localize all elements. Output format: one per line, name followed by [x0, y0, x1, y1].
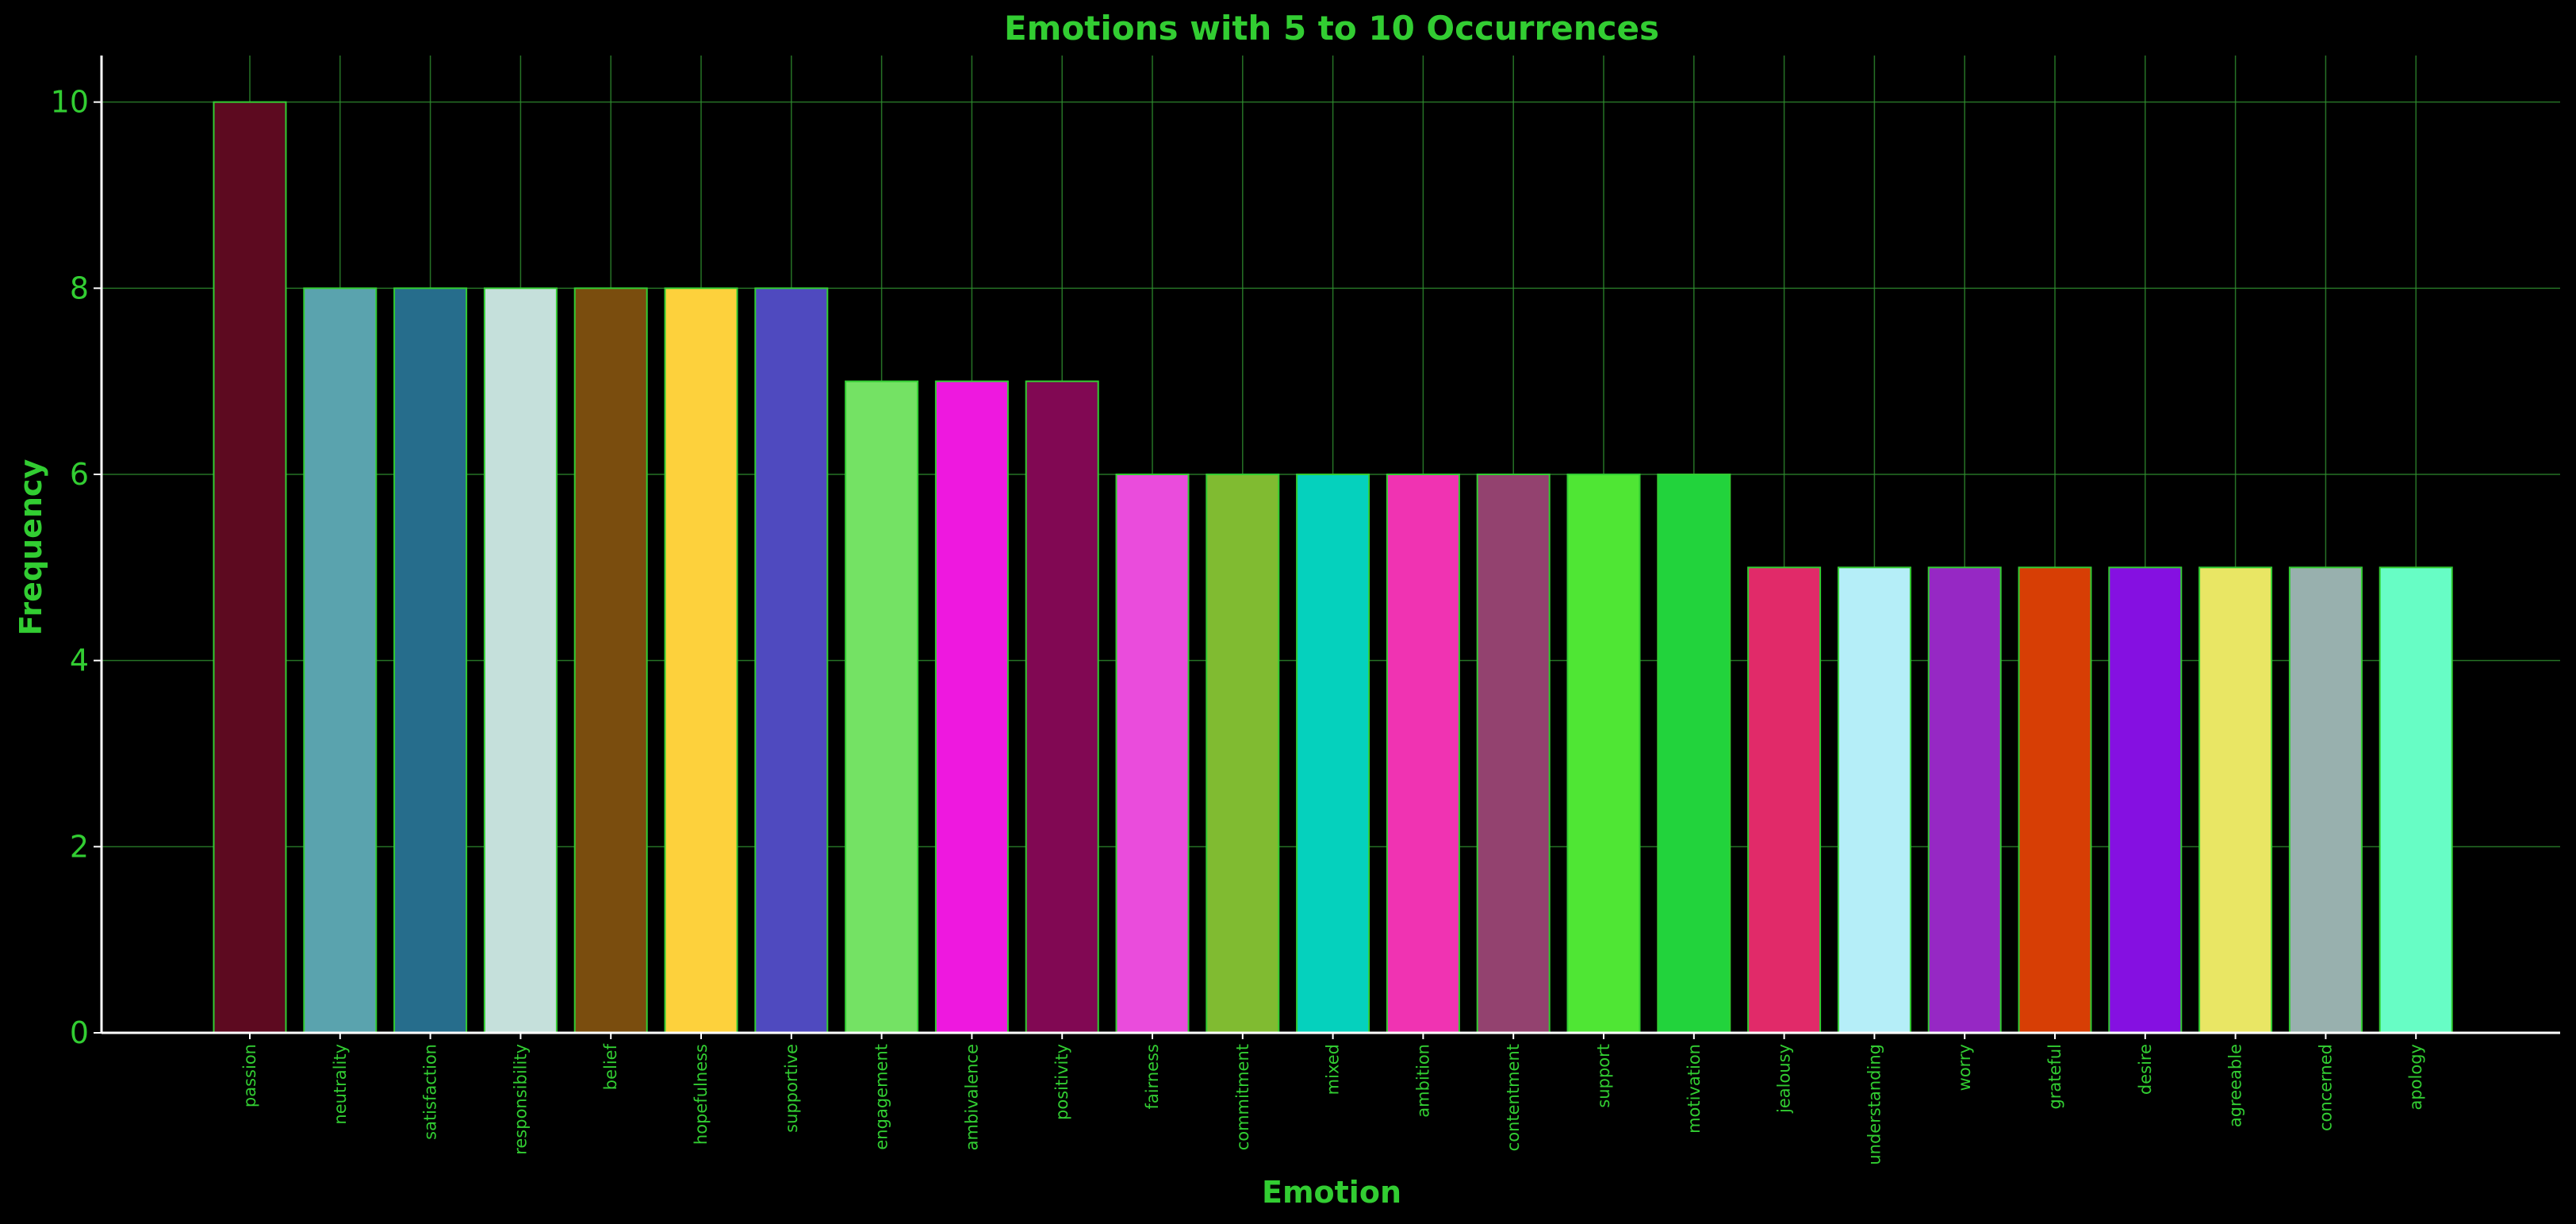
x-tick-label: ambivalence — [962, 1044, 981, 1150]
bar-commitment — [1206, 474, 1280, 1034]
tick-labels: 0 2 4 6 8 10 passion neutrality satisfaction resp… — [51, 85, 2426, 1165]
x-tick-label: fairness — [1143, 1044, 1162, 1109]
x-tick-label: jealousy — [1775, 1044, 1794, 1114]
y-tick-label: 8 — [70, 271, 89, 305]
x-tick-label: understanding — [1865, 1044, 1884, 1165]
bar-ambivalence — [934, 380, 1009, 1034]
x-tick-label: desire — [2136, 1044, 2155, 1095]
bar-grateful — [2018, 566, 2092, 1034]
x-tick-label: grateful — [2045, 1044, 2064, 1110]
bar-supportive — [754, 287, 829, 1034]
bar-jealousy — [1747, 566, 1822, 1034]
x-tick-label: neutrality — [331, 1044, 350, 1125]
y-axis-label: Frequency — [13, 459, 48, 636]
bar-worry — [1927, 566, 2002, 1034]
bar-responsibility — [483, 287, 558, 1034]
bar-engagement — [845, 380, 919, 1034]
bar-neutrality — [303, 287, 378, 1034]
x-tick-label: positivity — [1052, 1044, 1071, 1120]
y-tick-label: 0 — [70, 1015, 89, 1050]
bar-motivation — [1657, 474, 1731, 1034]
x-tick-label: belief — [601, 1043, 620, 1090]
x-tick-label: mixed — [1324, 1044, 1343, 1095]
y-tick-label: 10 — [51, 85, 89, 120]
bar-support — [1566, 474, 1641, 1034]
x-tick-label: satisfaction — [421, 1044, 440, 1140]
x-tick-label: hopefulness — [692, 1044, 711, 1145]
x-tick-label: motivation — [1685, 1044, 1704, 1134]
bar-satisfaction — [393, 287, 468, 1034]
x-tick-label: ambition — [1413, 1044, 1432, 1118]
bar-ambition — [1386, 474, 1460, 1034]
y-tick-label: 6 — [70, 457, 89, 492]
bar-hopefulness — [664, 287, 738, 1034]
bar-agreeable — [2198, 566, 2273, 1034]
x-tick-label: agreeable — [2226, 1044, 2245, 1127]
x-axis-label: Emotion — [1262, 1175, 1401, 1210]
axes — [94, 56, 2560, 1039]
bar-passion — [213, 101, 287, 1034]
x-tick-label: responsibility — [511, 1044, 530, 1155]
bar-positivity — [1025, 380, 1099, 1034]
bar-belief — [573, 287, 648, 1034]
x-tick-label: contentment — [1504, 1044, 1523, 1151]
chart-title: Emotions with 5 to 10 Occurrences — [1004, 9, 1659, 48]
x-tick-label: concerned — [2316, 1044, 2335, 1131]
bar-concerned — [2288, 566, 2363, 1034]
x-tick-label: commitment — [1233, 1044, 1252, 1150]
x-tick-label: apology — [2406, 1044, 2425, 1111]
bar-understanding — [1837, 566, 1911, 1034]
x-tick-label: support — [1594, 1044, 1613, 1108]
x-tick-label: passion — [240, 1044, 259, 1107]
bar-mixed — [1296, 474, 1370, 1034]
bar-apology — [2379, 566, 2453, 1034]
bar-desire — [2108, 566, 2183, 1034]
bars — [213, 101, 2453, 1034]
bar-fairness — [1115, 474, 1190, 1034]
x-tick-label: worry — [1955, 1044, 1974, 1091]
y-tick-label: 4 — [70, 643, 89, 678]
x-tick-label: engagement — [872, 1044, 891, 1150]
x-tick-label: supportive — [782, 1044, 801, 1133]
y-tick-label: 2 — [70, 829, 89, 864]
bar-contentment — [1476, 474, 1551, 1034]
